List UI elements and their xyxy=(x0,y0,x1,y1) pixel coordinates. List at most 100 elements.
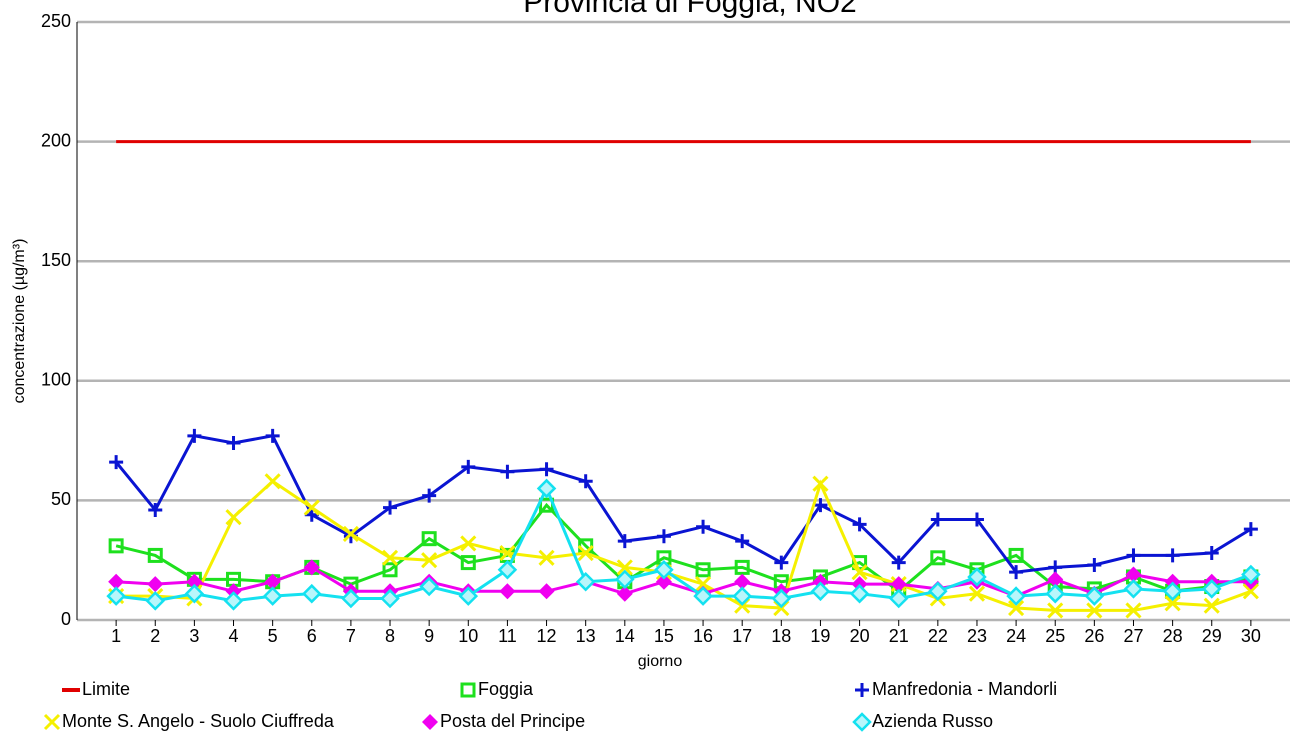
data-point xyxy=(148,502,163,517)
data-point xyxy=(890,576,907,593)
data-point xyxy=(342,525,359,542)
x-tick-label: 5 xyxy=(268,626,278,646)
x-tick-label: 8 xyxy=(385,626,395,646)
data-point xyxy=(1087,557,1102,572)
legend-label: Manfredonia - Mandorli xyxy=(872,679,1057,699)
data-point xyxy=(1045,583,1065,604)
x-tick-label: 9 xyxy=(424,626,434,646)
data-point xyxy=(264,473,281,490)
data-point xyxy=(693,586,713,606)
x-tick-label: 18 xyxy=(771,626,791,646)
y-tick-label: 0 xyxy=(61,609,71,629)
data-point xyxy=(1123,579,1144,599)
x-tick-label: 21 xyxy=(889,626,909,646)
legend-label: Monte S. Angelo - Suolo Ciuffreda xyxy=(62,711,335,731)
legend-symbol xyxy=(43,713,61,731)
data-point xyxy=(304,507,319,522)
data-point xyxy=(225,509,242,526)
x-tick-label: 23 xyxy=(967,626,987,646)
data-point xyxy=(616,559,633,576)
data-point xyxy=(264,573,281,590)
data-point xyxy=(1125,602,1142,619)
data-point xyxy=(303,559,320,576)
data-point xyxy=(538,583,555,600)
data-point xyxy=(536,478,557,499)
data-point xyxy=(1006,586,1026,606)
data-point xyxy=(1243,522,1258,537)
x-tick-label: 30 xyxy=(1241,626,1261,646)
data-point xyxy=(341,588,361,609)
x-tick-label: 24 xyxy=(1006,626,1026,646)
data-point xyxy=(1047,571,1064,588)
data-point xyxy=(656,529,671,544)
x-tick-label: 20 xyxy=(850,626,870,646)
data-point xyxy=(1164,595,1181,612)
data-point xyxy=(223,591,244,611)
data-point xyxy=(812,475,829,492)
data-point xyxy=(186,573,203,590)
x-tick-label: 28 xyxy=(1163,626,1183,646)
data-point xyxy=(421,531,437,547)
data-point xyxy=(381,549,399,566)
data-point xyxy=(575,571,596,592)
data-point xyxy=(1162,581,1183,602)
data-point xyxy=(1047,602,1064,619)
data-point xyxy=(1008,547,1024,563)
data-point xyxy=(1165,548,1180,563)
data-point xyxy=(851,564,868,581)
legend-label: Foggia xyxy=(478,679,534,699)
data-point xyxy=(226,435,241,450)
data-point xyxy=(810,581,831,602)
data-point xyxy=(458,586,479,606)
x-tick-label: 22 xyxy=(928,626,948,646)
y-tick-label: 200 xyxy=(41,130,71,150)
data-point xyxy=(577,544,594,562)
data-point xyxy=(930,512,945,527)
x-tick-label: 19 xyxy=(810,626,830,646)
legend-label: Azienda Russo xyxy=(872,711,993,731)
x-tick-label: 16 xyxy=(693,626,713,646)
chart-title: Provincia di Foggia, NO2 xyxy=(523,0,857,19)
data-point xyxy=(969,512,984,527)
data-point xyxy=(1204,546,1219,561)
data-point xyxy=(888,588,909,609)
x-tick-label: 7 xyxy=(346,626,356,646)
data-point xyxy=(184,583,205,604)
data-point xyxy=(1201,579,1222,599)
x-tick-label: 14 xyxy=(615,626,635,646)
data-point xyxy=(616,585,633,602)
data-point xyxy=(695,576,712,593)
data-point xyxy=(1126,548,1141,563)
series-line xyxy=(116,479,1252,612)
data-point xyxy=(732,586,752,606)
data-point xyxy=(538,549,555,566)
data-point xyxy=(1086,602,1103,619)
data-point xyxy=(539,462,554,477)
legend-symbol xyxy=(852,712,872,732)
y-tick-label: 150 xyxy=(41,250,71,270)
x-axis-label: giorno xyxy=(638,653,683,670)
data-point xyxy=(109,455,124,470)
data-point xyxy=(262,586,283,606)
data-point xyxy=(108,573,125,590)
data-point xyxy=(265,428,280,443)
x-tick-label: 10 xyxy=(458,626,478,646)
data-point xyxy=(302,583,322,604)
data-point xyxy=(1008,599,1025,617)
data-point xyxy=(1009,565,1024,580)
data-point xyxy=(578,474,593,489)
y-tick-label: 50 xyxy=(51,489,71,509)
legend-label: Limite xyxy=(82,679,130,699)
x-tick-label: 27 xyxy=(1123,626,1143,646)
data-point xyxy=(147,547,163,563)
x-tick-label: 13 xyxy=(576,626,596,646)
x-tick-label: 3 xyxy=(189,626,199,646)
data-point xyxy=(967,567,987,587)
x-tick-label: 6 xyxy=(307,626,317,646)
data-point xyxy=(422,488,437,503)
data-point xyxy=(419,576,439,597)
legend-label: Posta del Principe xyxy=(440,711,585,731)
data-point xyxy=(928,581,948,602)
data-point xyxy=(187,428,202,443)
